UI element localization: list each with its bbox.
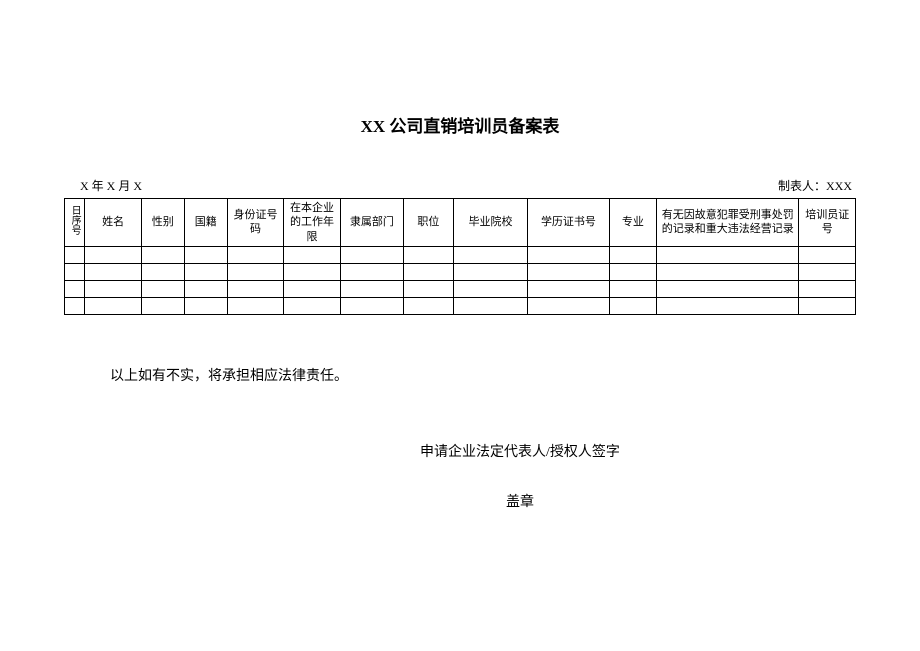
stamp-line: 盖章 [0, 461, 920, 511]
table-cell [657, 246, 799, 263]
table-row [65, 246, 856, 263]
table-cell [799, 263, 856, 280]
table-cell [65, 246, 85, 263]
column-header: 国籍 [184, 199, 227, 247]
table-cell [403, 280, 453, 297]
meta-row: X 年 X 月 X 制表人：XXX [0, 177, 920, 198]
column-header: 在本企业的工作年限 [284, 199, 341, 247]
table-cell [65, 263, 85, 280]
table-row [65, 280, 856, 297]
column-header: 学历证书号 [528, 199, 609, 247]
column-header: 专业 [609, 199, 656, 247]
table-cell [799, 246, 856, 263]
table-row [65, 297, 856, 314]
table-cell [340, 246, 403, 263]
table-cell [453, 246, 528, 263]
table-cell [403, 297, 453, 314]
table-cell [799, 297, 856, 314]
document-page: XX 公司直销培训员备案表 X 年 X 月 X 制表人：XXX 日序号姓名性别国… [0, 0, 920, 651]
column-header: 姓名 [85, 199, 142, 247]
table-body [65, 246, 856, 314]
table-cell [340, 280, 403, 297]
table-cell [85, 263, 142, 280]
column-header: 职位 [403, 199, 453, 247]
disclaimer-text: 以上如有不实，将承担相应法律责任。 [0, 315, 920, 385]
column-header: 毕业院校 [453, 199, 528, 247]
table-cell [284, 246, 341, 263]
table-cell [453, 297, 528, 314]
table-cell [227, 263, 284, 280]
column-header: 培训员证号 [799, 199, 856, 247]
preparer-label: 制表人： [778, 179, 826, 193]
table-cell [65, 280, 85, 297]
table-cell [184, 246, 227, 263]
column-header: 性别 [141, 199, 184, 247]
table-cell [403, 246, 453, 263]
table-cell [453, 263, 528, 280]
table-cell [184, 280, 227, 297]
table-cell [141, 246, 184, 263]
column-header: 隶属部门 [340, 199, 403, 247]
table-cell [528, 280, 609, 297]
table-cell [141, 297, 184, 314]
table-cell [184, 263, 227, 280]
column-header: 有无因故意犯罪受刑事处罚的记录和重大违法经营记录 [657, 199, 799, 247]
signature-line: 申请企业法定代表人/授权人签字 [0, 385, 920, 461]
table-cell [284, 280, 341, 297]
preparer-name: XXX [826, 179, 852, 193]
table-cell [657, 280, 799, 297]
page-title: XX 公司直销培训员备案表 [0, 0, 920, 177]
table-cell [85, 246, 142, 263]
table-cell [85, 297, 142, 314]
table-row [65, 263, 856, 280]
table-cell [657, 263, 799, 280]
table-cell [284, 297, 341, 314]
table-cell [799, 280, 856, 297]
table-header-row: 日序号姓名性别国籍身份证号码在本企业的工作年限隶属部门职位毕业院校学历证书号专业… [65, 199, 856, 247]
date-text: X 年 X 月 X [80, 177, 142, 194]
table-cell [85, 280, 142, 297]
table-cell [609, 246, 656, 263]
table-cell [184, 297, 227, 314]
table-cell [65, 297, 85, 314]
table-cell [528, 297, 609, 314]
table-cell [657, 297, 799, 314]
column-header: 身份证号码 [227, 199, 284, 247]
column-header: 日序号 [65, 199, 85, 247]
table-container: 日序号姓名性别国籍身份证号码在本企业的工作年限隶属部门职位毕业院校学历证书号专业… [0, 198, 920, 315]
table-cell [141, 263, 184, 280]
table-cell [227, 246, 284, 263]
table-cell [528, 246, 609, 263]
table-cell [227, 297, 284, 314]
record-table: 日序号姓名性别国籍身份证号码在本企业的工作年限隶属部门职位毕业院校学历证书号专业… [64, 198, 856, 315]
table-cell [609, 280, 656, 297]
table-cell [141, 280, 184, 297]
table-cell [609, 263, 656, 280]
table-cell [227, 280, 284, 297]
table-cell [284, 263, 341, 280]
table-cell [403, 263, 453, 280]
table-cell [609, 297, 656, 314]
table-cell [528, 263, 609, 280]
table-cell [340, 297, 403, 314]
preparer: 制表人：XXX [778, 177, 852, 194]
table-cell [453, 280, 528, 297]
table-cell [340, 263, 403, 280]
